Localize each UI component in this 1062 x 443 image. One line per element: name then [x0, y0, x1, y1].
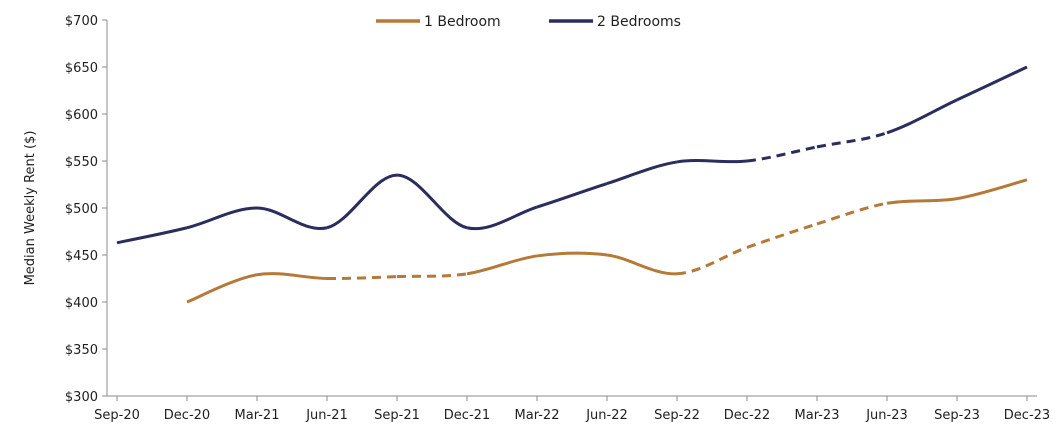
legend-label: 1 Bedroom: [424, 14, 501, 30]
series-line-segment: [816, 201, 888, 226]
y-axis-title: Median Weekly Rent ($): [23, 131, 38, 286]
y-tick-label: $650: [65, 61, 98, 76]
x-tick-label: Jun-21: [305, 408, 348, 423]
y-tick-label: $400: [65, 296, 98, 311]
series-group: [116, 65, 1028, 304]
x-tick-label: Mar-23: [795, 408, 840, 423]
series-1-bedroom: [186, 178, 1028, 304]
x-tick-label: Dec-20: [164, 408, 210, 423]
series-line-segment: [676, 159, 748, 164]
series-line-segment: [536, 251, 608, 258]
series-line-segment: [536, 182, 608, 209]
x-tick-label: Sep-23: [934, 408, 980, 423]
legend-item: 2 Bedrooms: [549, 14, 681, 30]
x-tick-label: Dec-23: [1004, 408, 1050, 423]
y-tick-label: $300: [65, 390, 98, 405]
series-line-segment: [326, 173, 398, 230]
series-line-segment: [956, 178, 1028, 201]
series-line-segment: [746, 145, 818, 163]
series-line-segment: [676, 246, 748, 276]
y-tick-label: $500: [65, 202, 98, 217]
legend-label: 2 Bedrooms: [597, 14, 681, 30]
y-tick-label: $550: [65, 155, 98, 170]
axes: $300 $350 $400 $450 $500 $550 $600 $650 $700 Sep-…: [65, 14, 1050, 423]
series-line-segment: [256, 206, 328, 231]
series-line-segment: [326, 275, 398, 281]
x-tick-label: Dec-22: [724, 408, 770, 423]
series-2-bedrooms: [116, 65, 1028, 245]
x-tick-label: Mar-22: [515, 408, 560, 423]
series-line-segment: [186, 273, 258, 304]
series-line-segment: [116, 226, 188, 245]
x-tick-label: Sep-20: [94, 408, 140, 423]
series-line-segment: [396, 272, 468, 279]
y-tick-label: $450: [65, 249, 98, 264]
y-tick-label: $350: [65, 343, 98, 358]
series-line-segment: [396, 173, 468, 230]
series-line-segment: [956, 65, 1028, 102]
x-tick-label: Sep-22: [654, 408, 700, 423]
series-line-segment: [606, 253, 678, 276]
series-line-segment: [606, 160, 678, 185]
series-line-segment: [816, 131, 888, 149]
x-tick-label: Dec-21: [444, 408, 490, 423]
series-line-segment: [466, 254, 538, 276]
x-tick-label: Jun-23: [865, 408, 908, 423]
series-line-segment: [886, 98, 958, 135]
y-axis-title-group: Median Weekly Rent ($): [23, 131, 38, 286]
y-tick-label: $600: [65, 108, 98, 123]
y-tick-label: $700: [65, 14, 98, 29]
legend: 1 Bedroom 2 Bedrooms: [376, 14, 681, 30]
series-line-segment: [746, 222, 818, 249]
x-tick-label: Jun-22: [585, 408, 628, 423]
legend-item: 1 Bedroom: [376, 14, 501, 30]
x-tick-label: Mar-21: [235, 408, 280, 423]
series-line-segment: [186, 206, 258, 230]
series-line-segment: [466, 205, 538, 231]
x-tick-label: Sep-21: [374, 408, 420, 423]
series-line-segment: [256, 272, 328, 280]
series-line-segment: [886, 197, 958, 205]
